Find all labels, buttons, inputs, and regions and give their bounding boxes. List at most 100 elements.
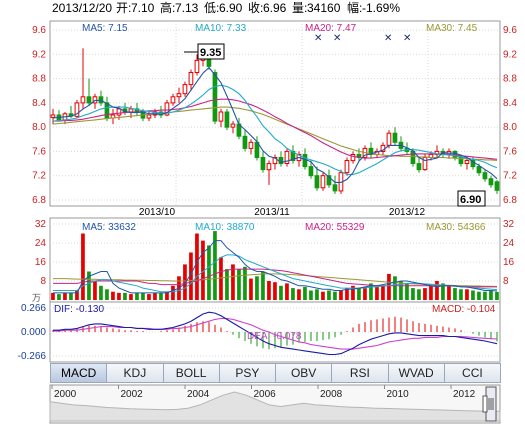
volume-ma-lines (53, 240, 498, 294)
price-grid (50, 21, 500, 206)
volume-bar (147, 294, 151, 300)
price-ma-lines (52, 66, 498, 183)
macd-tick-label: 0.266 (21, 303, 46, 314)
header-vol-label: 量: (292, 1, 307, 15)
volume-bar (255, 276, 259, 301)
volume-ma20-legend: MA20: 55329 (305, 222, 365, 233)
header-close-label: 收: (248, 1, 263, 15)
candle-body (104, 102, 110, 119)
candle-body (164, 102, 170, 116)
volume-bar (417, 289, 421, 300)
candle-body (308, 166, 314, 177)
volume-bar (93, 281, 97, 300)
header-high-label: 高: (160, 0, 175, 15)
tab-kdj[interactable]: KDJ (106, 363, 164, 383)
price-ma-legend: MA5: 7.15 MA10: 7.33 MA20: 7.47 MA30: 7.45 (82, 23, 478, 34)
volume-bar (393, 276, 397, 301)
tab-macd[interactable]: MACD (50, 363, 108, 383)
macd-histogram (52, 316, 498, 350)
volume-tick-label: 24 (35, 238, 47, 249)
volume-bar (261, 271, 265, 300)
max-price-callout: 9.35 (184, 43, 225, 60)
volume-bar (159, 292, 163, 300)
header-date: 2013/12/20 (52, 1, 112, 15)
volume-bar (243, 266, 247, 301)
candle-body (302, 154, 308, 168)
volume-bar (321, 291, 325, 300)
volume-bar (441, 283, 445, 300)
volume-bar (201, 240, 205, 300)
candle-body (224, 111, 230, 128)
min-price-label: 6.90 (460, 194, 481, 206)
date-labels: 2013/10 2013/11 2013/12 (139, 207, 426, 218)
volume-bar (111, 291, 115, 300)
volume-bar (189, 252, 193, 300)
volume-bar (237, 269, 241, 300)
price-ma5-legend: MA5: 7.15 (82, 23, 128, 34)
overview-year-label: 2006 (254, 389, 277, 400)
range-slider-handle-left[interactable] (482, 395, 488, 413)
volume-bar (399, 281, 403, 300)
volume-bar (231, 264, 235, 300)
macd-tick-label: 0.000 (21, 327, 46, 338)
tab-rsi[interactable]: RSI (331, 363, 389, 383)
volume-tick-label-right: 8 (503, 276, 509, 287)
tab-cci[interactable]: CCI (443, 363, 501, 383)
event-markers: ✕ ✕ ✕ ✕ (314, 33, 411, 44)
volume-bar (123, 292, 127, 300)
volume-bar (279, 285, 283, 301)
header-vol: 34160 (307, 1, 341, 15)
volume-bar (99, 285, 103, 301)
macd-value-label: MACD: -0.104 (432, 304, 496, 315)
candle-body (482, 172, 488, 180)
tab-psy[interactable]: PSY (218, 363, 276, 383)
price-panel-frame (49, 20, 501, 207)
volume-ma20-line (53, 268, 497, 288)
candle-body (212, 72, 218, 122)
price-ma30-line (52, 106, 498, 162)
volume-bar (471, 290, 475, 300)
candle-body (422, 157, 428, 171)
volume-ma5-legend: MA5: 33632 (82, 222, 136, 233)
volume-bar (375, 286, 379, 300)
candle-body (314, 175, 320, 189)
candle-body (416, 163, 422, 171)
volume-bar (477, 291, 481, 300)
volume-bar (165, 291, 169, 300)
price-ma20-legend: MA20: 7.47 (305, 23, 357, 34)
volume-ma30-legend: MA30: 54366 (426, 222, 486, 233)
overview-year-label: 2010 (387, 389, 410, 400)
volume-bar (345, 288, 349, 300)
tab-boll[interactable]: BOLL (162, 363, 220, 383)
price-ma10-line (52, 84, 498, 176)
tab-wvad[interactable]: WVAD (387, 363, 445, 383)
candle-body (116, 108, 122, 116)
event-marker-icon: ✕ (333, 33, 341, 44)
indicator-tabs: MACD KDJ BOLL PSY OBV RSI WVAD CCI (50, 363, 501, 383)
volume-ma10-legend: MA10: 38870 (195, 222, 255, 233)
volume-bar (327, 290, 331, 300)
header-open: 7.10 (131, 1, 155, 15)
volume-bar (81, 233, 85, 300)
volume-bar (381, 285, 385, 301)
volume-bar (117, 292, 121, 300)
dif-label: DIF: -0.130 (54, 304, 104, 315)
volume-bars (51, 231, 499, 301)
volume-axis: 32 32 24 24 16 16 8 8 (35, 219, 515, 287)
candle-body (470, 160, 476, 168)
volume-bar (447, 285, 451, 301)
volume-bar (213, 231, 217, 300)
tab-obv[interactable]: OBV (275, 363, 333, 383)
overview-year-label: 2000 (54, 389, 77, 400)
header-close: 6.96 (263, 1, 287, 15)
volume-tick-label: 32 (35, 219, 47, 230)
volume-bar (351, 285, 355, 301)
volume-bar (219, 257, 223, 301)
macd-tick-label: -0.266 (18, 351, 47, 362)
volume-bar (129, 294, 133, 300)
candle-body (74, 102, 80, 117)
volume-tick-label-right: 32 (503, 219, 515, 230)
volume-bar (369, 283, 373, 300)
volume-tick-label-right: 24 (503, 238, 515, 249)
volume-bar (459, 289, 463, 300)
